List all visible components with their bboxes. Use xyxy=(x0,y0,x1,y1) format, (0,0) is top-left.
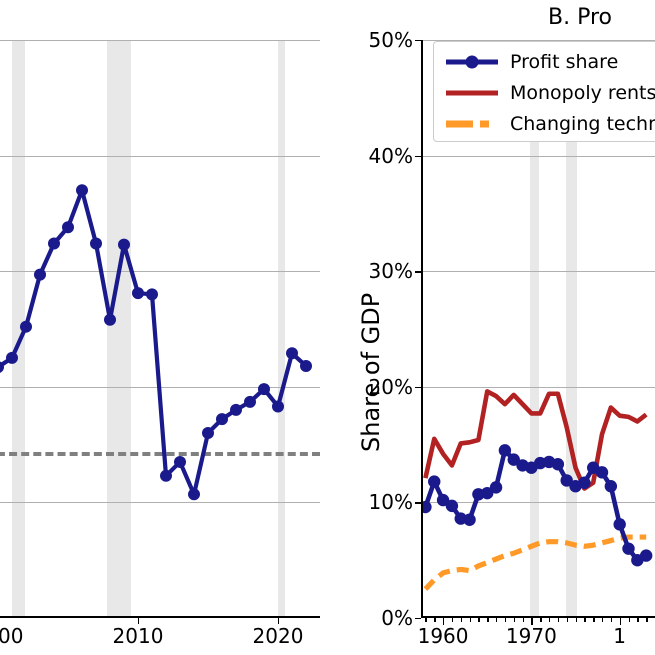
panel-b-x-minor-tick-mark xyxy=(469,618,471,622)
panel-b-x-minor-tick-mark xyxy=(451,618,454,622)
gridline xyxy=(421,155,655,157)
panel-b-x-minor-tick-mark xyxy=(504,618,507,622)
panel-b-x-minor-tick-mark xyxy=(557,618,560,622)
panel-b-x-minor-tick-mark xyxy=(434,618,436,622)
gridline xyxy=(0,271,320,273)
panel-a-x-tick-mark xyxy=(278,618,280,624)
panel-b-x-tick-mark xyxy=(619,618,622,625)
panel-b-y-tick-mark xyxy=(415,386,421,389)
panel-b-x-minor-tick-mark xyxy=(478,618,480,622)
panel-b-y-tick-mark xyxy=(415,618,421,620)
panel-b-x-minor-tick-mark xyxy=(637,618,639,622)
legend-swatch-monopoly-rents xyxy=(446,81,498,105)
gridline xyxy=(421,386,655,388)
panel-b-x-minor-tick-mark xyxy=(496,618,498,622)
panel-a-x-tick-label: 2000 xyxy=(0,624,24,648)
panel-a-reference-line xyxy=(0,451,320,456)
panel-b-y-tick-label: 30% xyxy=(368,259,413,284)
panel-b-x-minor-tick-mark xyxy=(487,618,489,622)
panel-b-left-spine xyxy=(421,40,423,618)
legend-swatch-profit-share xyxy=(446,50,498,74)
gridline xyxy=(0,502,320,504)
legend-item-changing-technology[interactable]: Changing technolo xyxy=(434,109,655,139)
panel-a-bottom-spine xyxy=(0,616,320,618)
legend-label-changing-technology: Changing technolo xyxy=(510,113,655,135)
panel-b-y-tick-label: 10% xyxy=(368,490,413,515)
panel-b-y-tick-mark xyxy=(415,155,421,157)
panel-b-x-minor-tick-mark xyxy=(522,618,524,622)
panel-b-x-minor-tick-mark xyxy=(584,618,586,622)
panel-b-y-tick-mark xyxy=(415,271,421,273)
gridline xyxy=(421,271,655,273)
panel-b-y-tick-label: 0% xyxy=(381,606,413,630)
recession-band xyxy=(530,40,540,618)
recession-band xyxy=(565,40,578,618)
panel-b-legend: Profit share Monopoly rents Changing tec… xyxy=(433,41,655,142)
recession-band xyxy=(278,40,285,618)
panel-b-y-tick-label: 20% xyxy=(368,374,413,399)
panel-b-y-tick-label: 50% xyxy=(368,28,413,52)
panel-b-x-minor-tick-mark xyxy=(646,618,648,622)
panel-b-x-minor-tick-mark xyxy=(540,618,542,622)
legend-item-profit-share[interactable]: Profit share xyxy=(434,47,618,77)
legend-label-profit-share: Profit share xyxy=(510,51,619,73)
legend-item-monopoly-rents[interactable]: Monopoly rents xyxy=(434,78,655,108)
recession-band xyxy=(107,40,131,618)
panel-b-x-minor-tick-mark xyxy=(549,618,551,622)
legend-swatch-changing-technology xyxy=(446,112,498,136)
panel-a-series-profit-share xyxy=(0,184,312,501)
panel-a-x-tick-mark xyxy=(138,618,140,624)
panel-b-x-minor-tick-mark xyxy=(460,618,463,622)
panel-b-x-tick-label: 1970 xyxy=(505,624,557,648)
panel-b-bottom-spine xyxy=(421,616,655,618)
panel-b-y-tick-mark xyxy=(415,40,421,42)
panel-b-x-minor-tick-mark xyxy=(593,618,595,622)
panel-b-x-tick-mark xyxy=(443,618,445,625)
panel-b-title: B. Pro xyxy=(548,5,612,30)
legend-label-monopoly-rents: Monopoly rents xyxy=(510,82,655,104)
panel-b-x-minor-tick-mark xyxy=(602,618,604,622)
panel-b-x-minor-tick-mark xyxy=(610,618,613,622)
panel-a-x-tick-label: 2010 xyxy=(112,624,164,648)
panel-b-y-tick-mark xyxy=(415,502,421,504)
gridline xyxy=(0,155,320,157)
gridline xyxy=(0,40,320,41)
panel-b-x-minor-tick-mark xyxy=(513,618,516,622)
panel-b-series-group xyxy=(421,389,653,591)
panel-b-x-minor-tick-mark xyxy=(628,618,630,622)
panel-b-x-minor-tick-mark xyxy=(566,618,569,622)
panel-b-x-tick-label: 1 xyxy=(613,624,627,648)
gridline xyxy=(421,40,655,41)
panel-b-x-minor-tick-mark xyxy=(575,618,577,622)
panel-a-x-tick-label: 2020 xyxy=(252,624,304,648)
recession-band xyxy=(12,40,25,618)
gridline xyxy=(421,502,655,504)
panel-b-x-tick-mark xyxy=(531,618,533,625)
panel-a-plot-area xyxy=(0,40,320,618)
panel-b-y-tick-label: 40% xyxy=(368,143,413,168)
panel-b-x-minor-tick-mark xyxy=(425,618,427,622)
panel-b-y-axis-label: Share of GDP xyxy=(357,292,385,452)
panel-b-x-tick-label: 1960 xyxy=(417,624,469,648)
